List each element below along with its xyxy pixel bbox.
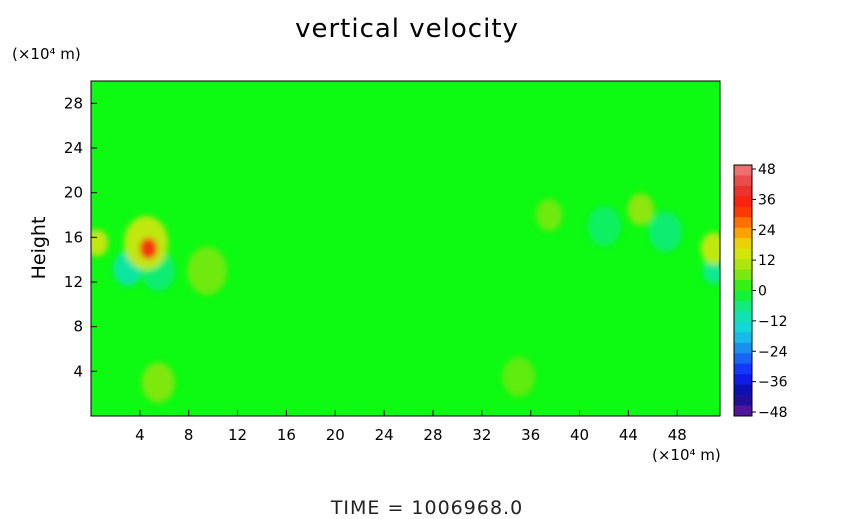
colorbar-swatch — [734, 311, 752, 323]
x-tick-label: 20 — [326, 426, 345, 444]
colorbar-swatch — [734, 342, 752, 354]
colorbar-swatch — [734, 175, 752, 187]
colorbar-tick-label: −48 — [758, 405, 788, 421]
colorbar-swatch — [734, 259, 752, 271]
colorbar-swatch — [734, 185, 752, 197]
heatmap-cell — [187, 246, 227, 296]
colorbar-tick-label: 24 — [758, 223, 776, 239]
x-axis-unit: (×10⁴ m) — [652, 446, 721, 464]
colorbar-swatch — [734, 405, 752, 417]
heatmap-cell — [535, 198, 563, 232]
heatmap-background — [91, 81, 720, 416]
colorbar-tick-label: 12 — [758, 253, 776, 269]
colorbar-swatch — [734, 321, 752, 333]
y-axis-unit: (×10⁴ m) — [12, 45, 81, 63]
colorbar-swatch — [734, 395, 752, 407]
x-tick-label: 32 — [472, 426, 491, 444]
y-tick-label: 12 — [64, 273, 83, 291]
y-tick-label: 24 — [64, 139, 83, 157]
x-tick-label: 16 — [277, 426, 296, 444]
colorbar: 48 36 24 12 0 −12 −24 −36 −48 — [733, 162, 788, 421]
colorbar-swatch — [734, 165, 752, 176]
y-axis: 4 8 12 16 20 24 28 — [64, 94, 97, 380]
colorbar-tick-label: −36 — [758, 375, 788, 391]
plot-frame — [90, 80, 721, 417]
colorbar-swatch — [734, 248, 752, 260]
colorbar-tick-label: −12 — [758, 314, 788, 330]
colorbar-swatch — [734, 290, 752, 302]
heatmap-cell — [141, 362, 175, 403]
colorbar-swatch — [734, 269, 752, 281]
y-tick-label: 4 — [73, 362, 83, 380]
y-tick-label: 16 — [64, 228, 83, 246]
colorbar-swatch — [734, 227, 752, 239]
colorbar-swatch — [734, 374, 752, 386]
x-tick-label: 8 — [184, 426, 194, 444]
colorbar-swatch — [734, 196, 752, 208]
y-tick-label: 20 — [64, 184, 83, 202]
heatmap-cell — [501, 356, 535, 398]
x-tick-label: 12 — [228, 426, 247, 444]
plot-area — [90, 80, 721, 417]
heatmap-cell — [587, 206, 621, 247]
x-tick-label: 36 — [521, 426, 540, 444]
heatmap-cell — [139, 237, 158, 260]
colorbar-swatch — [734, 206, 752, 218]
colorbar-swatch — [734, 363, 752, 375]
heatmap-cell — [648, 211, 682, 252]
colorbar-tick-label: 48 — [758, 162, 776, 178]
y-tick-label: 28 — [64, 94, 83, 112]
colorbar-swatch — [734, 384, 752, 396]
time-label: TIME = 1006968.0 — [330, 497, 524, 519]
x-tick-label: 40 — [570, 426, 589, 444]
heatmap-features — [91, 193, 720, 403]
heatmap-cell — [700, 232, 720, 265]
x-tick-label: 24 — [375, 426, 394, 444]
colorbar-swatch — [734, 238, 752, 250]
heatmap-cell — [627, 193, 654, 226]
y-tick-label: 8 — [73, 318, 83, 336]
x-tick-label: 44 — [619, 426, 638, 444]
x-tick-label: 48 — [668, 426, 687, 444]
x-tick-label: 28 — [423, 426, 442, 444]
colorbar-tick-label: 36 — [758, 192, 776, 208]
colorbar-swatch — [734, 353, 752, 365]
colorbar-swatch — [734, 280, 752, 291]
colorbar-tick-label: 0 — [758, 284, 767, 300]
colorbar-swatch — [734, 332, 752, 344]
chart-title: vertical velocity — [295, 14, 519, 44]
colorbar-swatch — [734, 217, 752, 229]
colorbar-swatch — [734, 300, 752, 312]
heatmap-cell — [91, 229, 109, 257]
colorbar-tick-label: −24 — [758, 344, 788, 360]
x-axis: 4 8 12 16 20 24 28 32 36 40 44 48 — [135, 410, 687, 444]
x-tick-label: 4 — [135, 426, 145, 444]
